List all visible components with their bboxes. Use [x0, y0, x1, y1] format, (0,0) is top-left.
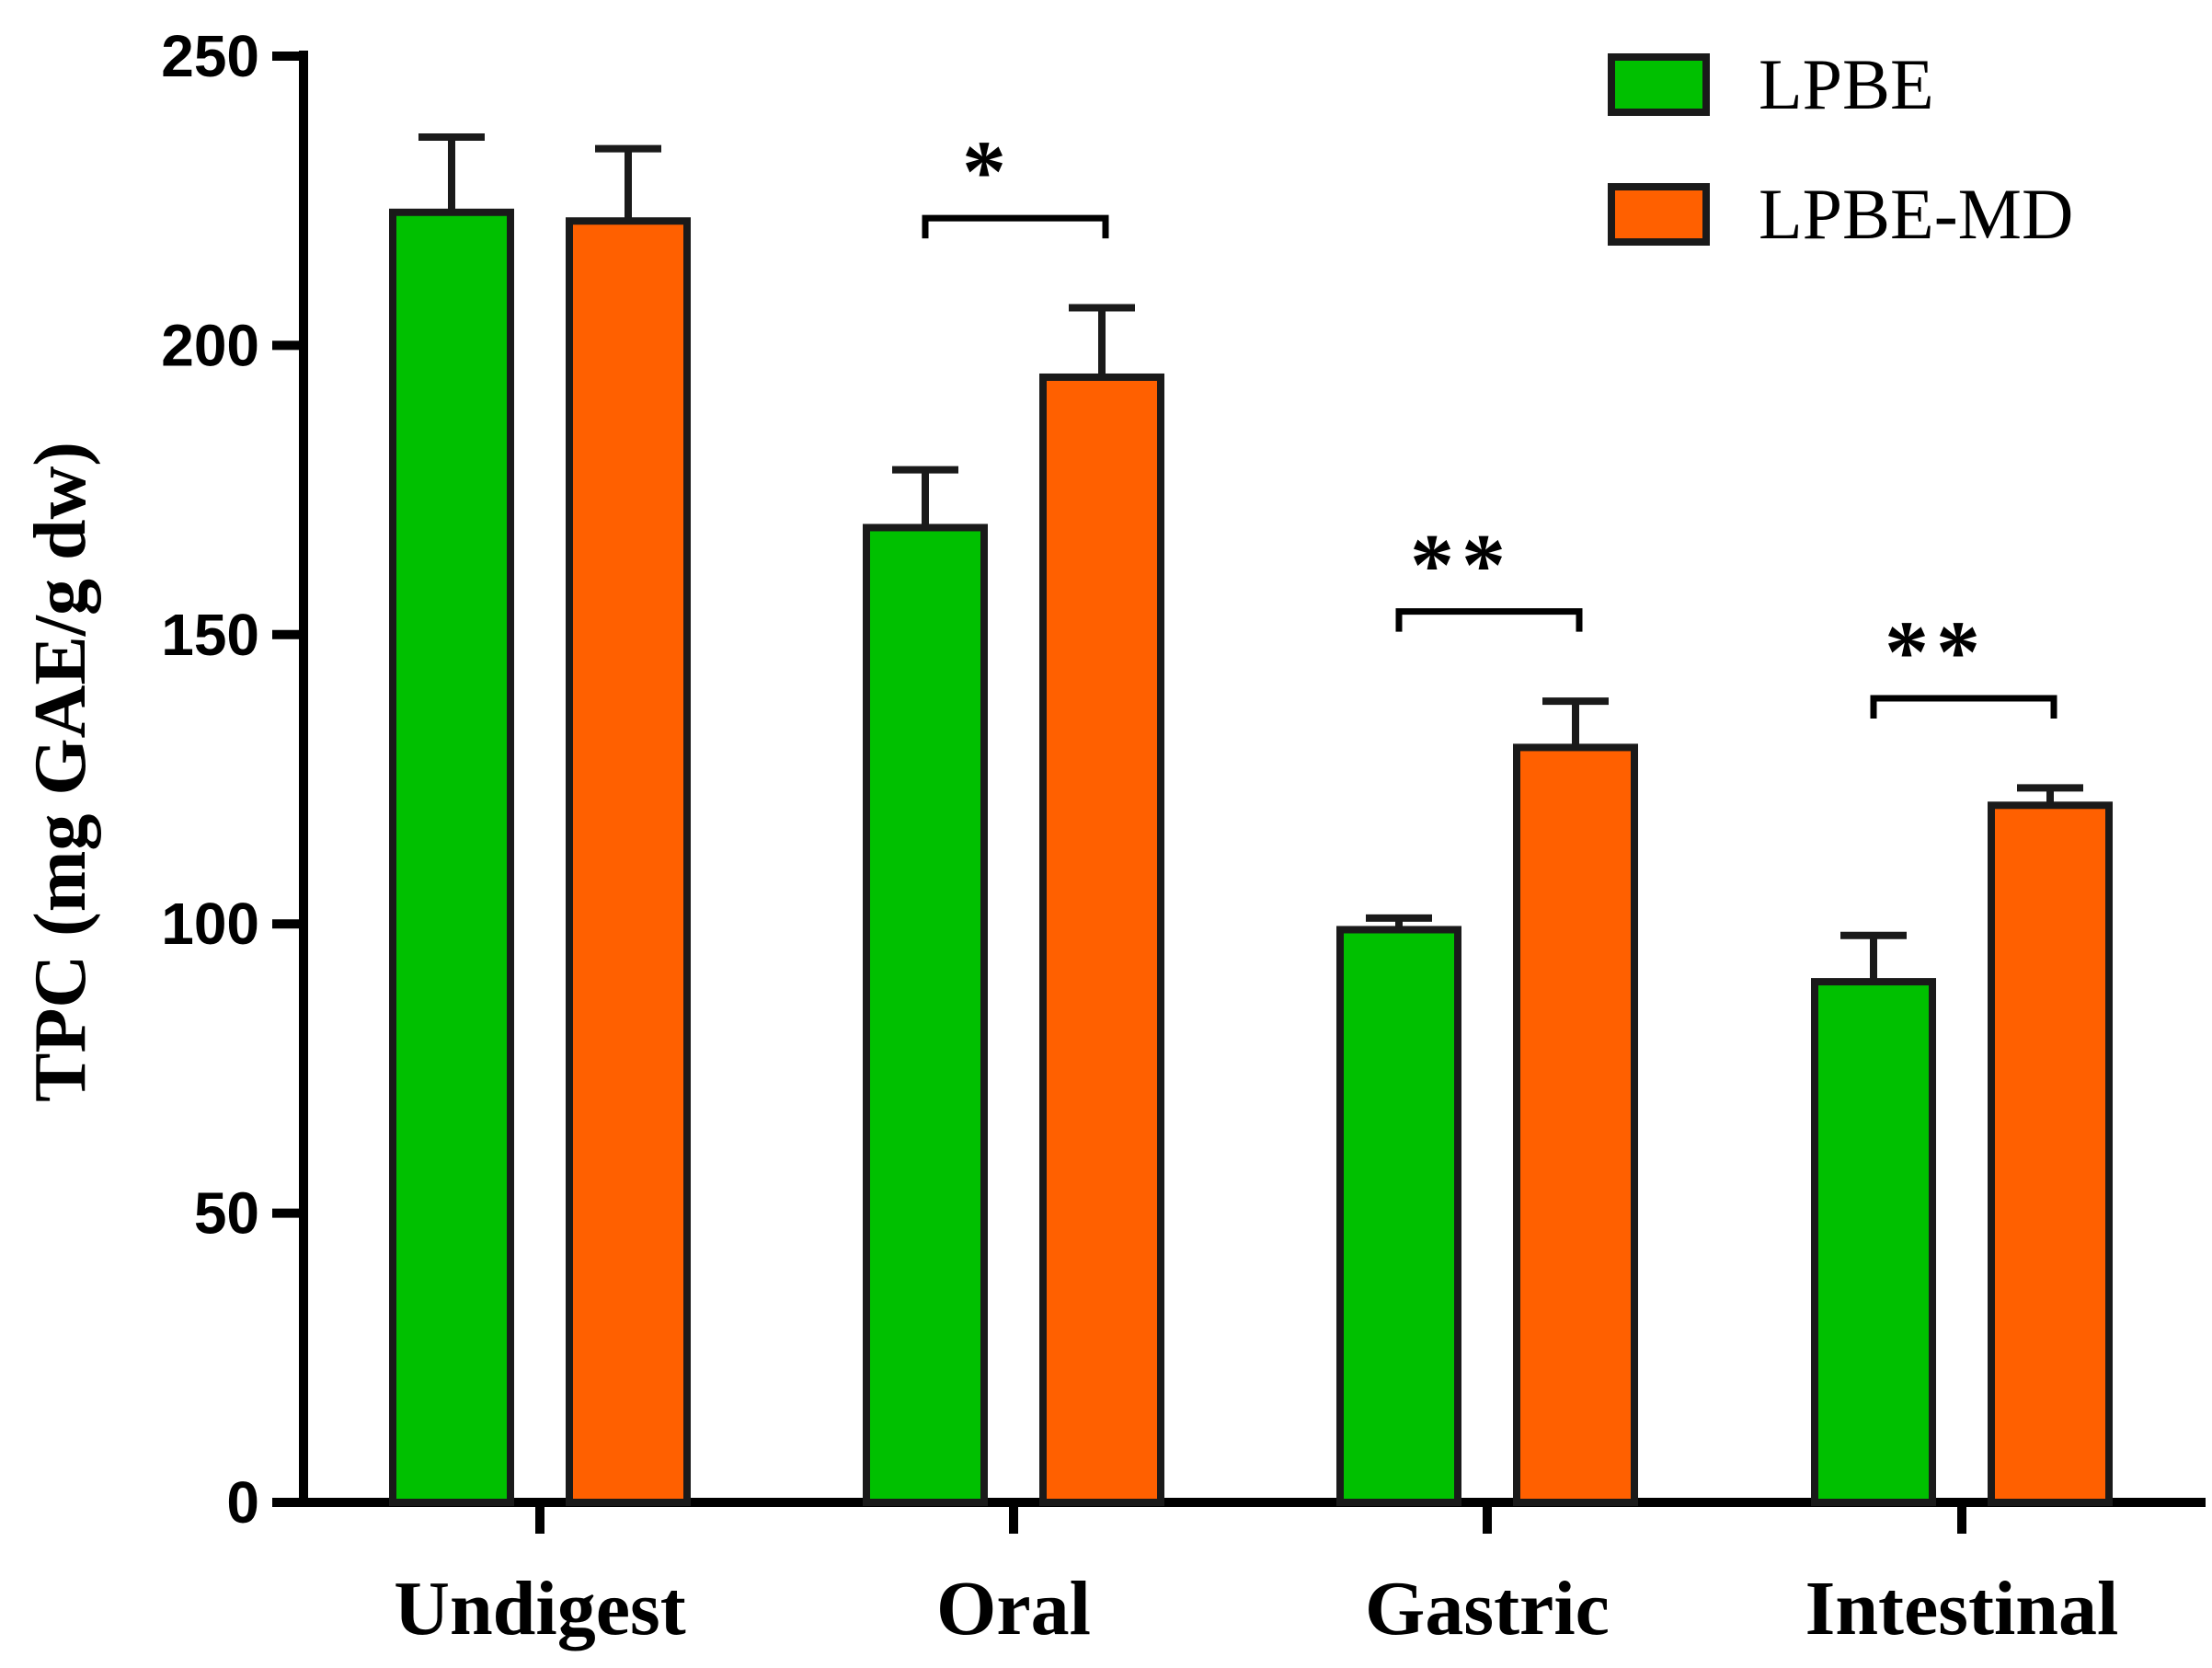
bar-lpbe-intestinal [1811, 978, 1936, 1506]
y-tick-label-200: 200 [161, 312, 259, 378]
significance-bracket-intestinal [1870, 695, 2057, 719]
x-tick-label-intestinal: Intestinal [1805, 1566, 2119, 1651]
significance-bracket-gastric [1395, 608, 1583, 632]
legend-swatch-lpbe-md [1608, 183, 1710, 246]
bars [389, 133, 2113, 1506]
significance-label-intestinal: ** [1885, 603, 1988, 701]
legend-label-lpbe: LPBE [1759, 44, 1934, 124]
x-tick-label-gastric: Gastric [1365, 1566, 1610, 1651]
x-tick-label-oral: Oral [936, 1566, 1091, 1651]
legend: LPBE LPBE-MD [1608, 44, 2073, 254]
significance-label-oral: * [962, 122, 1014, 221]
legend-label-lpbe-md: LPBE-MD [1759, 174, 2073, 254]
y-tick-label-150: 150 [161, 602, 259, 668]
y-axis-label: TPC (mg GAE/g dw) [20, 442, 101, 1102]
y-tick-label-100: 100 [161, 891, 259, 957]
bar-lpbe-gastric [1336, 926, 1461, 1506]
y-tick-label-0: 0 [226, 1469, 259, 1536]
bar-lpbe-md-oral [1039, 373, 1164, 1506]
y-tick-label-250: 250 [161, 23, 259, 89]
axes: 0 50 100 150 200 250 Undigest Oral Gastric Intest… [161, 23, 2206, 1651]
bar-lpbe-md-undigest [566, 217, 691, 1506]
legend-swatch-lpbe [1608, 53, 1710, 116]
x-tick-label-undigest: Undigest [394, 1566, 685, 1651]
significance-label-gastric: ** [1410, 516, 1513, 615]
bar-lpbe-undigest [389, 208, 514, 1506]
y-tick-label-50: 50 [194, 1180, 259, 1247]
bar-lpbe-md-intestinal [1988, 801, 2113, 1506]
bar-lpbe-md-gastric [1513, 743, 1638, 1506]
bar-lpbe-oral [863, 523, 988, 1506]
significance-markers: ***** [922, 122, 2057, 719]
significance-bracket-oral [922, 214, 1109, 239]
